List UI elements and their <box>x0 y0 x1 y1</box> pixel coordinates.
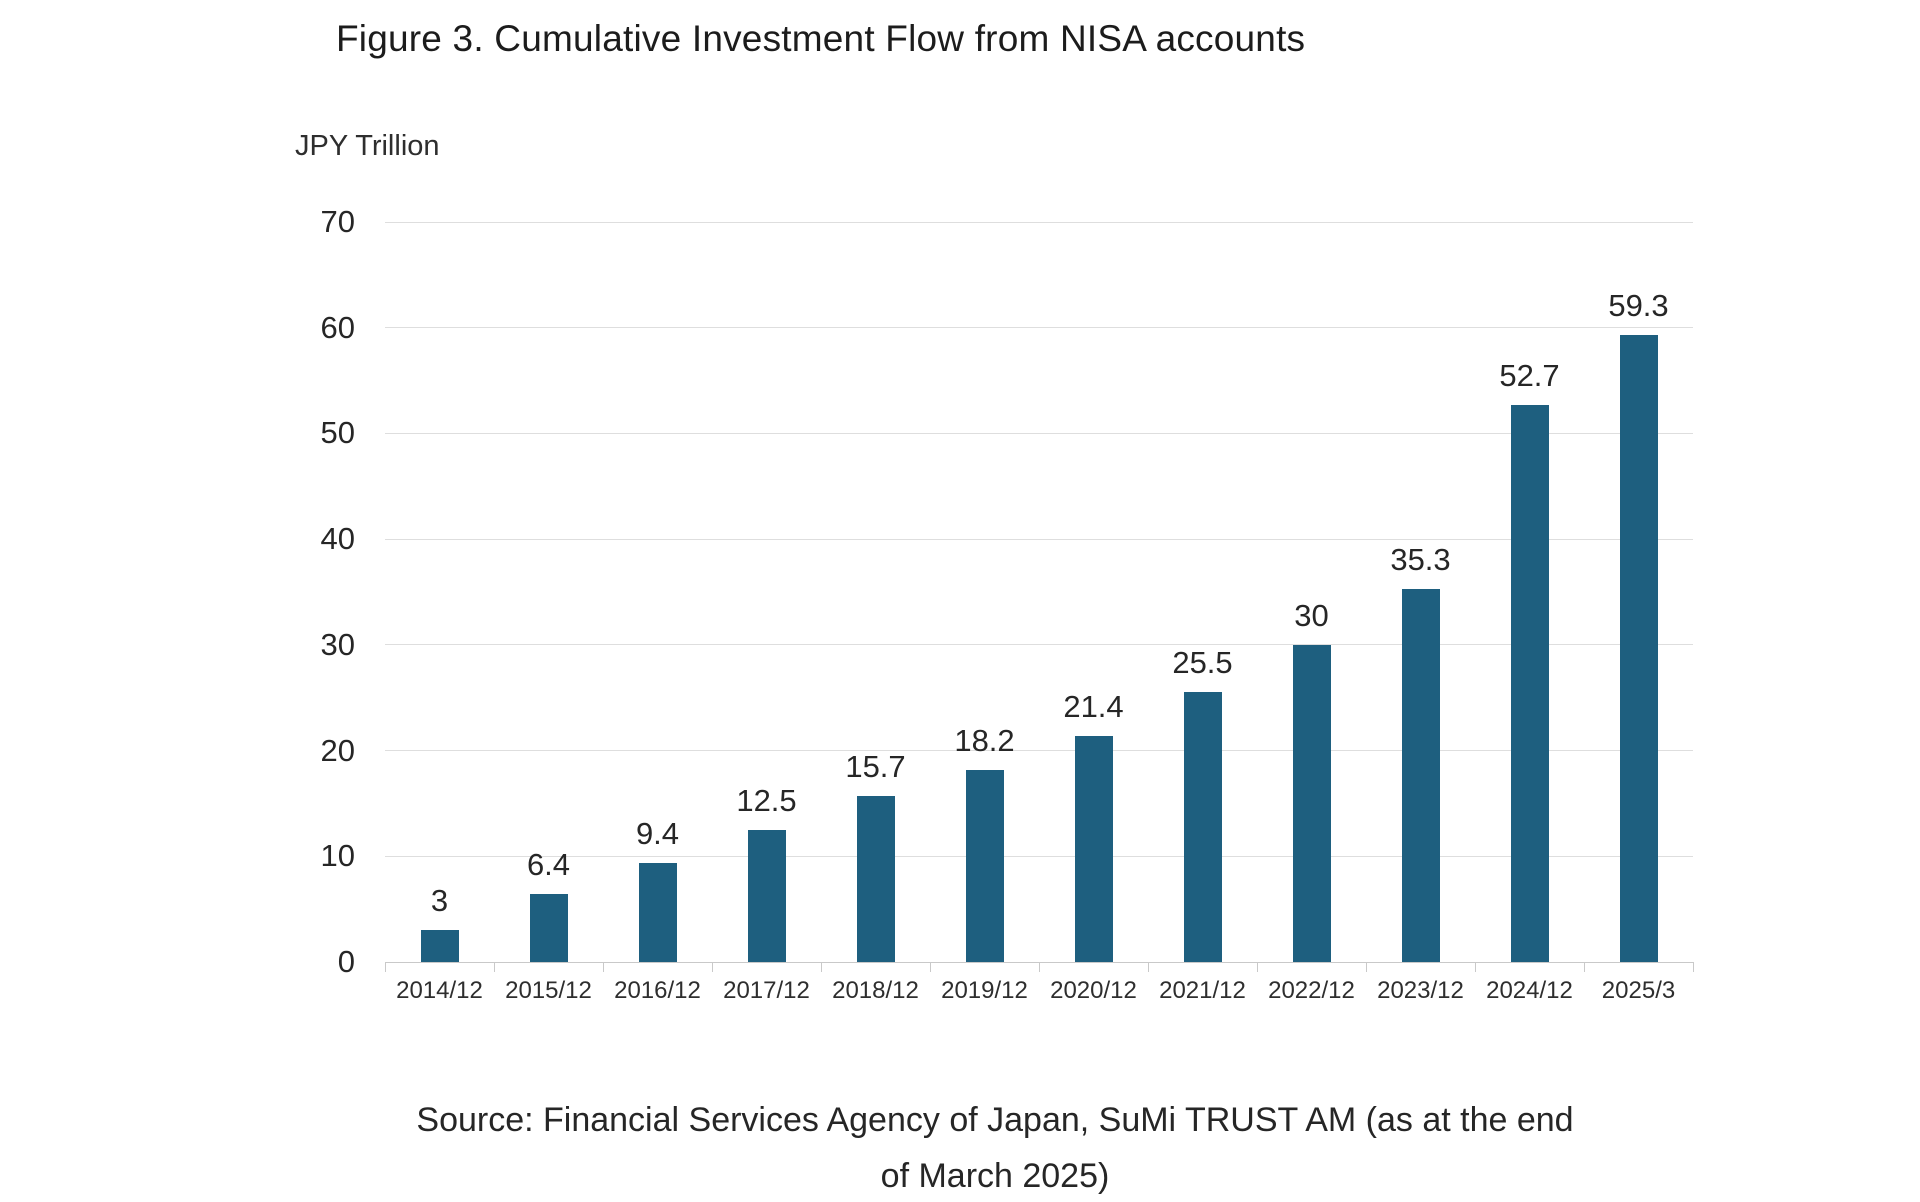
y-tick-label: 70 <box>320 204 355 239</box>
x-tick-label: 2021/12 <box>1159 977 1246 1004</box>
x-axis-tick <box>1256 962 1258 972</box>
bar <box>638 862 677 962</box>
x-tick-label: 2016/12 <box>614 977 701 1004</box>
gridline <box>385 432 1693 434</box>
x-tick-label: 2017/12 <box>723 977 810 1004</box>
bar <box>420 930 459 962</box>
x-axis-tick <box>711 962 713 972</box>
bar <box>856 796 895 962</box>
x-tick-label: 2023/12 <box>1377 977 1464 1004</box>
x-tick-label: 2024/12 <box>1486 977 1573 1004</box>
x-tick-label: 2022/12 <box>1268 977 1355 1004</box>
gridline <box>385 538 1693 540</box>
bar <box>1510 404 1549 962</box>
y-tick-label: 50 <box>320 415 355 451</box>
bar-value-label: 52.7 <box>1499 357 1560 393</box>
bar-value-label: 15.7 <box>845 749 906 785</box>
bar-value-label: 21.4 <box>1063 688 1124 724</box>
x-tick-label: 2018/12 <box>832 977 919 1004</box>
x-axis-tick <box>384 962 386 972</box>
x-axis-tick <box>820 962 822 972</box>
source-note: Source: Financial Services Agency of Jap… <box>95 1092 1895 1202</box>
bar-value-label: 6.4 <box>526 847 571 883</box>
x-axis-tick <box>1692 962 1694 972</box>
y-tick-label: 30 <box>320 626 355 662</box>
y-tick-label: 10 <box>320 838 355 874</box>
bar-value-label: 3 <box>430 883 449 919</box>
bar-value-label: 30 <box>1294 597 1329 633</box>
y-tick-label: 40 <box>320 521 355 557</box>
bar <box>965 769 1004 962</box>
x-tick-label: 2019/12 <box>941 977 1028 1004</box>
bar <box>747 829 786 962</box>
x-axis-tick <box>1147 962 1149 972</box>
source-note-line2: of March 2025) <box>880 1157 1110 1195</box>
gridline <box>385 327 1693 329</box>
x-axis-tick <box>1365 962 1367 972</box>
gridline <box>385 855 1693 857</box>
y-tick-label: 20 <box>320 732 355 768</box>
gridline <box>385 221 1693 223</box>
bar-value-label: 18.2 <box>954 722 1015 758</box>
bar-value-label: 35.3 <box>1390 541 1451 577</box>
x-tick-label: 2015/12 <box>505 977 592 1004</box>
x-axis-tick <box>1038 962 1040 972</box>
source-note-line1: Source: Financial Services Agency of Jap… <box>416 1101 1574 1139</box>
x-axis-tick <box>602 962 604 972</box>
x-tick-label: 2020/12 <box>1050 977 1137 1004</box>
bar-value-label: 9.4 <box>635 815 680 851</box>
x-axis-tick <box>1583 962 1585 972</box>
y-axis-unit-label: JPY Trillion <box>295 130 440 162</box>
y-tick-label: 60 <box>320 309 355 345</box>
bar <box>1074 735 1113 962</box>
y-tick-label: 0 <box>337 944 355 979</box>
gridline <box>385 644 1693 646</box>
bar <box>1619 335 1658 962</box>
x-axis-tick <box>493 962 495 972</box>
bar <box>529 894 568 962</box>
x-axis-tick <box>1474 962 1476 972</box>
x-axis-tick <box>929 962 931 972</box>
bar <box>1183 692 1222 962</box>
bar-chart-plot-area: 0 10 20 30 40 50 60 70 3 2014/12 6.4 2015/12 9.4 2016… <box>321 206 1694 1004</box>
bar <box>1401 588 1440 962</box>
bar <box>1292 644 1331 962</box>
bar-value-label: 59.3 <box>1608 288 1669 324</box>
chart-title: Figure 3. Cumulative Investment Flow fro… <box>336 18 1306 59</box>
x-tick-label: 2025/3 <box>1601 977 1676 1004</box>
bar-value-label: 25.5 <box>1172 645 1233 681</box>
bar-value-label: 12.5 <box>736 782 797 818</box>
gridline <box>385 750 1693 752</box>
x-tick-label: 2014/12 <box>396 977 483 1004</box>
